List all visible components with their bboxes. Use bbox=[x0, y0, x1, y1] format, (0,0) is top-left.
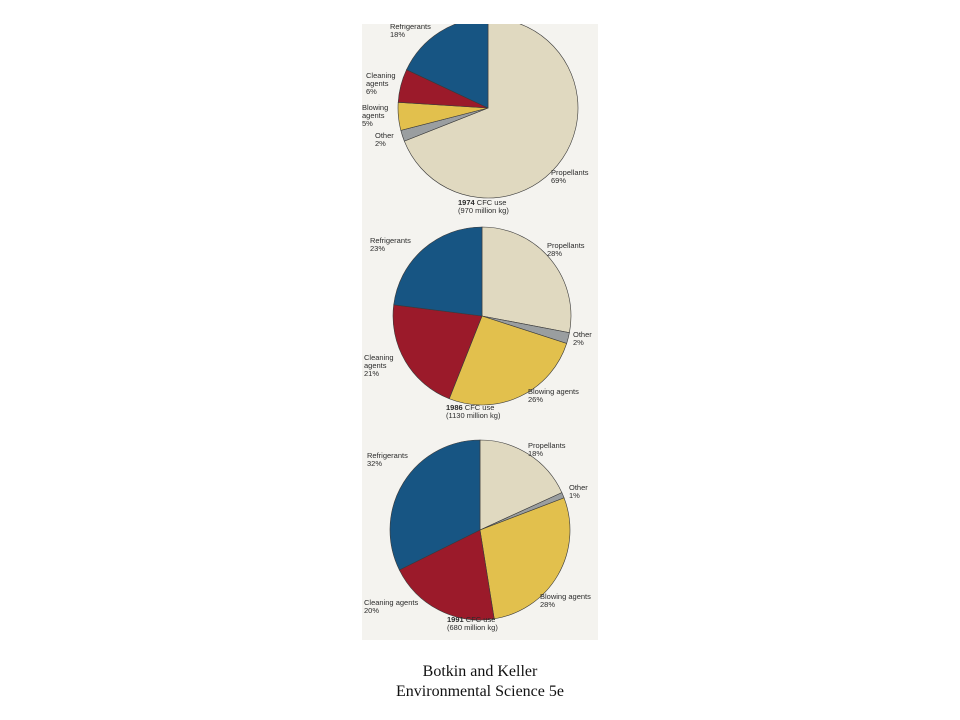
credit-authors: Botkin and Keller bbox=[422, 663, 538, 680]
label-propellants: Propellants 69% bbox=[551, 168, 589, 185]
label-propellants: Propellants 28% bbox=[547, 241, 585, 258]
chart-caption: 1991 CFC use (680 million kg) bbox=[447, 615, 498, 632]
pie-chart-1974: Propellants 69% Other 2% Blowing agents 5% Clea… bbox=[362, 24, 589, 215]
cfc-pie-charts: Propellants 69% Other 2% Blowing agents 5% Clea… bbox=[362, 24, 592, 632]
cfc-pie-figure: Propellants 69% Other 2% Blowing agents 5% Clea… bbox=[362, 24, 598, 640]
label-blowing-agents: Blowing agents 5% bbox=[362, 103, 388, 128]
label-cleaning-agents: Cleaning agents 21% bbox=[364, 353, 394, 378]
label-refrigerants: Refrigerants 23% bbox=[370, 236, 411, 253]
slice-propellants bbox=[479, 439, 563, 531]
label-other: Other 2% bbox=[573, 330, 592, 347]
chart-caption: 1974 CFC use (970 million kg) bbox=[458, 198, 509, 215]
credit-book-title: Environmental Science 5e bbox=[396, 683, 564, 700]
slice-refrigerants bbox=[406, 24, 489, 109]
slice-refrigerants bbox=[393, 226, 483, 317]
label-other: Other 2% bbox=[375, 131, 394, 148]
label-propellants: Propellants 18% bbox=[528, 441, 566, 458]
slice-cleaning-agents bbox=[392, 304, 483, 400]
label-refrigerants: Refrigerants 18% bbox=[390, 24, 431, 39]
label-blowing-agents: Blowing agents 26% bbox=[528, 387, 579, 404]
label-blowing-agents: Blowing agents 28% bbox=[540, 592, 591, 609]
slice-blowing-agents bbox=[479, 497, 571, 620]
slice-cleaning-agents bbox=[398, 529, 495, 621]
slice-propellants bbox=[481, 226, 572, 334]
label-cleaning-agents: Cleaning agents 6% bbox=[366, 71, 396, 96]
source-credit: Botkin and Keller Environmental Science … bbox=[0, 662, 960, 702]
slice-refrigerants bbox=[389, 439, 481, 571]
slice-blowing-agents bbox=[448, 315, 568, 406]
pie-chart-1986: Propellants 28% Other 2% Blowing agents 26% Cl… bbox=[364, 226, 592, 420]
chart-caption: 1986 CFC use (1130 million kg) bbox=[446, 403, 501, 420]
label-refrigerants: Refrigerants 32% bbox=[367, 451, 408, 468]
label-cleaning-agents: Cleaning agents 20% bbox=[364, 598, 418, 615]
label-other: Other 1% bbox=[569, 483, 588, 500]
pie-chart-1991: Propellants 18% Other 1% Blowing agents 28% Cl… bbox=[364, 439, 591, 632]
slice-propellants bbox=[403, 24, 579, 199]
